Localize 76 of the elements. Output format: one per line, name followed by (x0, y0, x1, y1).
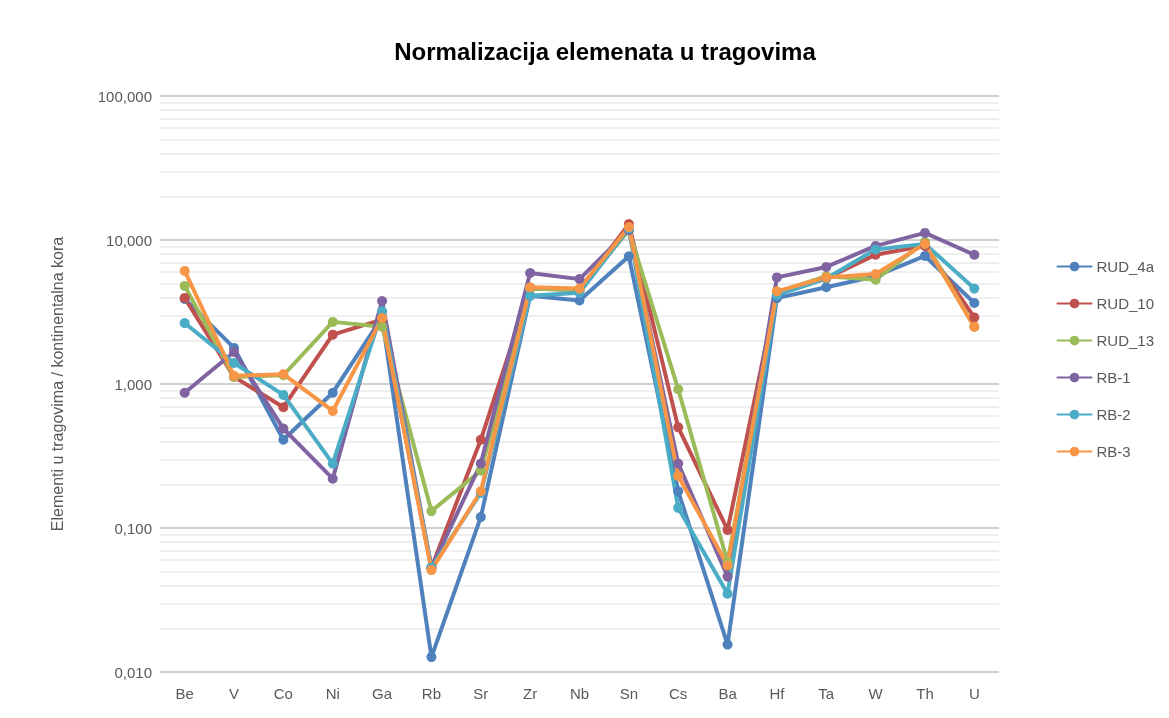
point (327, 405, 338, 416)
legend-label: RUD_4a (1096, 258, 1155, 275)
point (426, 652, 437, 663)
point (229, 346, 240, 357)
point (574, 274, 585, 285)
point (673, 486, 684, 497)
point (771, 272, 782, 283)
x-tick-label: W (868, 685, 884, 702)
point (475, 512, 486, 523)
point (969, 249, 980, 260)
point (969, 283, 980, 294)
point (919, 227, 930, 238)
point (722, 524, 733, 535)
point (821, 261, 832, 272)
x-tick-label: Ni (325, 685, 340, 702)
chart-title: Normalizacija elemenata u tragovima (394, 37, 817, 65)
x-tick-label: Ga (372, 685, 393, 702)
point (229, 357, 240, 368)
x-tick-label: Ba (718, 685, 738, 702)
point (278, 402, 289, 413)
point (673, 422, 684, 433)
y-tick-label: 10,000 (106, 231, 152, 249)
x-tick-label: Sn (619, 685, 639, 702)
point (327, 473, 338, 484)
legend-label: RB-1 (1096, 369, 1131, 386)
point (179, 387, 190, 398)
point (821, 282, 832, 293)
x-tick-label: Co (273, 685, 293, 702)
y-axis-title: Elementi u tragovima / kontinentalna kora (48, 236, 66, 532)
point (327, 458, 338, 469)
x-tick-label: U (968, 685, 980, 702)
point (179, 265, 190, 276)
y-tick-label: 100,000 (97, 87, 152, 105)
point (969, 298, 980, 309)
point (673, 384, 684, 395)
point (278, 423, 289, 434)
x-tick-label: Sr (473, 685, 489, 702)
y-tick-label: 0,010 (114, 663, 152, 681)
x-tick-label: Rb (421, 685, 442, 702)
x-tick-label: Nb (569, 685, 590, 702)
point (722, 588, 733, 599)
point (870, 244, 881, 255)
point (525, 268, 536, 278)
y-tick-label: 0,100 (114, 519, 152, 537)
point (919, 250, 930, 261)
point (327, 316, 338, 327)
x-tick-label: Hf (769, 685, 786, 702)
point (475, 458, 486, 469)
point (278, 389, 289, 400)
x-tick-label: Ta (818, 685, 835, 702)
y-tick-label: 1,000 (114, 375, 152, 393)
point (969, 312, 980, 323)
point (623, 251, 634, 262)
point (673, 502, 684, 513)
point (327, 329, 338, 340)
point (179, 280, 190, 291)
legend-label: RB-3 (1096, 443, 1131, 460)
x-tick-label: Zr (523, 685, 538, 702)
legend-label: RUD_13 (1096, 332, 1155, 349)
point (673, 470, 684, 481)
point (377, 321, 388, 332)
legend-label: RUD_10 (1096, 295, 1155, 312)
x-tick-label: Be (175, 685, 194, 702)
point (426, 506, 437, 517)
point (673, 458, 684, 469)
point (722, 639, 733, 650)
point (722, 571, 733, 582)
x-tick-label: Cs (669, 685, 688, 702)
point (179, 318, 190, 329)
legend-label: RB-2 (1096, 406, 1131, 423)
point (278, 434, 289, 445)
point (327, 387, 338, 398)
point (377, 296, 388, 306)
x-tick-label: Th (916, 685, 934, 702)
point (475, 434, 486, 445)
x-tick-label: V (229, 685, 240, 702)
